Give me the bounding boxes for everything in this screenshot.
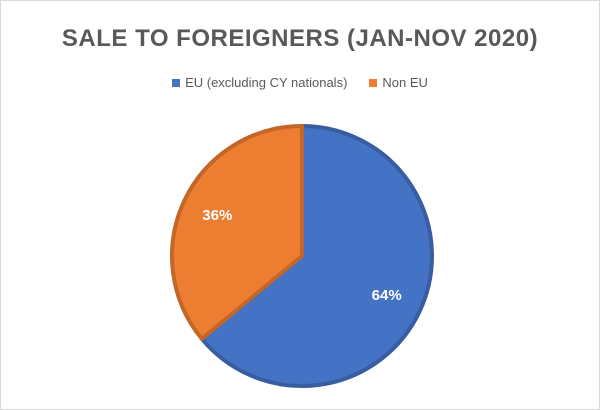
legend-label-eu: EU (excluding CY nationals) <box>185 75 348 90</box>
legend-swatch-non-eu <box>369 78 378 87</box>
legend-entry-non-eu: Non EU <box>369 75 428 90</box>
pie-slice-1 <box>170 124 304 341</box>
legend-entry-eu: EU (excluding CY nationals) <box>172 75 347 90</box>
chart-title: SALE TO FOREIGNERS (JAN-NOV 2020) <box>61 25 539 52</box>
slice-label-0: 64% <box>372 287 402 304</box>
pie-slice-0 <box>199 124 434 388</box>
legend-label-non-eu: Non EU <box>382 75 428 90</box>
legend: EU (excluding CY nationals) Non EU <box>1 75 599 90</box>
slice-label-1: 36% <box>202 207 232 224</box>
legend-swatch-eu <box>172 78 181 87</box>
